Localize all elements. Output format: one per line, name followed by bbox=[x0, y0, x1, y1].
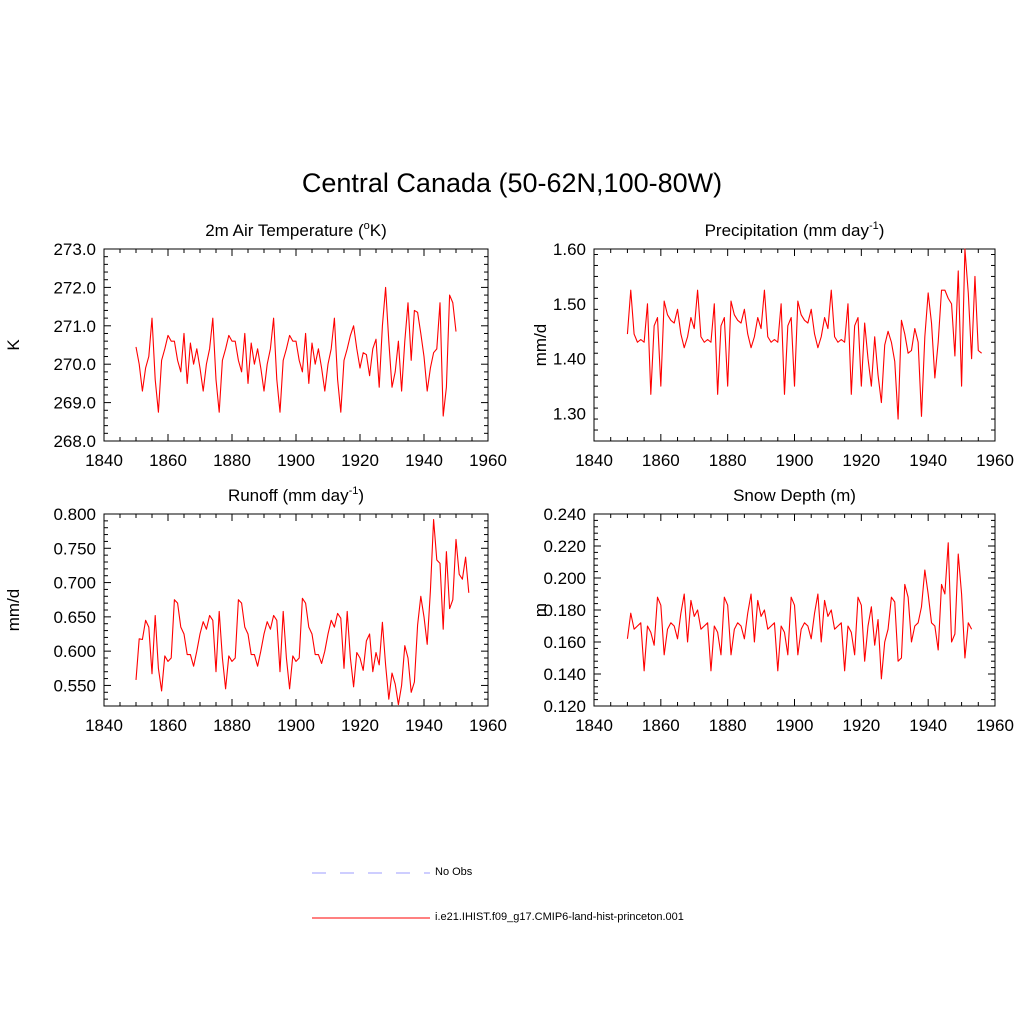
panel-snow-depth: 1840 1860 1880 1900 1920 1940 1960 0.120 0.140 0.… bbox=[531, 486, 1014, 735]
snow-depth-x-tick-label: 1860 bbox=[642, 716, 680, 735]
snow-depth-x-tick-label: 1840 bbox=[575, 716, 613, 735]
snow-depth-y-tick-label: 0.140 bbox=[543, 665, 586, 684]
precipitation-panel-title: Precipitation (mm day-1) bbox=[705, 220, 885, 240]
air-temperature-x-tick-label: 1900 bbox=[277, 451, 315, 470]
precipitation-y-axis-label: mm/d bbox=[531, 324, 550, 367]
precipitation-x-tick-label: 1940 bbox=[909, 451, 947, 470]
precipitation-x-tick-label: 1840 bbox=[575, 451, 613, 470]
runoff-y-tick-label: 0.800 bbox=[53, 505, 96, 524]
air-temperature-y-tick-label: 273.0 bbox=[53, 240, 96, 259]
precipitation-y-tick-label: 1.30 bbox=[553, 405, 586, 424]
precipitation-x-tick-label: 1900 bbox=[776, 451, 814, 470]
runoff-panel-title: Runoff (mm day-1) bbox=[228, 485, 364, 505]
air-temperature-y-axis-label: K bbox=[4, 339, 23, 351]
air-temperature-panel-title: 2m Air Temperature (oK) bbox=[205, 220, 387, 240]
runoff-x-tick-label: 1940 bbox=[405, 716, 443, 735]
legend bbox=[312, 872, 430, 919]
snow-depth-panel-title: Snow Depth (m) bbox=[733, 486, 856, 505]
air-temperature-y-tick-label: 270.0 bbox=[53, 355, 96, 374]
snow-depth-y-tick-label: 0.200 bbox=[543, 569, 586, 588]
precipitation-x-tick-label: 1920 bbox=[842, 451, 880, 470]
runoff-x-tick-label: 1900 bbox=[277, 716, 315, 735]
snow-depth-x-tick-label: 1940 bbox=[909, 716, 947, 735]
precipitation-y-tick-label: 1.40 bbox=[553, 350, 586, 369]
panel-runoff: 1840 1860 1880 1900 1920 1940 1960 0.550 0.600 0.… bbox=[4, 485, 507, 735]
runoff-y-tick-label: 0.700 bbox=[53, 574, 96, 593]
precipitation-y-tick-label: 1.50 bbox=[553, 295, 586, 314]
runoff-y-axis-label: mm/d bbox=[4, 589, 23, 632]
runoff-x-tick-label: 1860 bbox=[149, 716, 187, 735]
runoff-y-tick-label: 0.750 bbox=[53, 539, 96, 558]
air-temperature-plot-frame bbox=[103, 248, 489, 442]
snow-depth-x-tick-label: 1960 bbox=[976, 716, 1014, 735]
snow-depth-y-tick-label: 0.220 bbox=[543, 537, 586, 556]
air-temperature-x-tick-label: 1860 bbox=[149, 451, 187, 470]
snow-depth-x-tick-label: 1920 bbox=[842, 716, 880, 735]
runoff-series-line bbox=[135, 518, 470, 706]
precipitation-plot-frame bbox=[593, 248, 996, 442]
air-temperature-y-tick-label: 268.0 bbox=[53, 432, 96, 451]
precipitation-y-tick-label: 1.60 bbox=[553, 240, 586, 259]
snow-depth-y-tick-label: 0.240 bbox=[543, 505, 586, 524]
precipitation-x-tick-label: 1860 bbox=[642, 451, 680, 470]
runoff-x-tick-label: 1920 bbox=[341, 716, 379, 735]
snow-depth-y-tick-label: 0.180 bbox=[543, 601, 586, 620]
snow-depth-x-tick-label: 1900 bbox=[776, 716, 814, 735]
precipitation-x-tick-label: 1880 bbox=[709, 451, 747, 470]
air-temperature-x-tick-label: 1940 bbox=[405, 451, 443, 470]
runoff-x-tick-label: 1840 bbox=[85, 716, 123, 735]
air-temperature-y-tick-label: 272.0 bbox=[53, 278, 96, 297]
air-temperature-x-tick-label: 1880 bbox=[213, 451, 251, 470]
air-temperature-y-tick-label: 271.0 bbox=[53, 317, 96, 336]
runoff-y-tick-label: 0.650 bbox=[53, 608, 96, 627]
runoff-x-tick-label: 1960 bbox=[469, 716, 507, 735]
snow-depth-y-axis-label: m bbox=[531, 603, 550, 617]
legend-label-no-obs: No Obs bbox=[435, 866, 473, 878]
precipitation-x-tick-label: 1960 bbox=[976, 451, 1014, 470]
legend-label-model: i.e21.IHIST.f09_g17.CMIP6-land-hist-prin… bbox=[435, 911, 684, 923]
snow-depth-series-line bbox=[626, 542, 973, 680]
runoff-y-tick-label: 0.600 bbox=[53, 642, 96, 661]
air-temperature-y-tick-label: 269.0 bbox=[53, 394, 96, 413]
runoff-y-tick-label: 0.550 bbox=[53, 676, 96, 695]
figure-title: Central Canada (50-62N,100-80W) bbox=[301, 168, 723, 198]
runoff-plot-frame bbox=[103, 513, 489, 707]
snow-depth-y-tick-label: 0.120 bbox=[543, 697, 586, 716]
panel-precipitation: 1840 1860 1880 1900 1920 1940 1960 1.30 1.40 1.50… bbox=[531, 220, 1014, 470]
panel-air-temperature: 1840 1860 1880 1900 1920 1940 1960 268.0 269.0 27… bbox=[4, 220, 507, 470]
snow-depth-y-tick-label: 0.160 bbox=[543, 633, 586, 652]
air-temperature-x-tick-label: 1920 bbox=[341, 451, 379, 470]
snow-depth-x-tick-label: 1880 bbox=[709, 716, 747, 735]
precipitation-series-line bbox=[626, 248, 982, 420]
air-temperature-x-tick-label: 1960 bbox=[469, 451, 507, 470]
air-temperature-series-line bbox=[135, 286, 457, 417]
air-temperature-x-tick-label: 1840 bbox=[85, 451, 123, 470]
runoff-x-tick-label: 1880 bbox=[213, 716, 251, 735]
